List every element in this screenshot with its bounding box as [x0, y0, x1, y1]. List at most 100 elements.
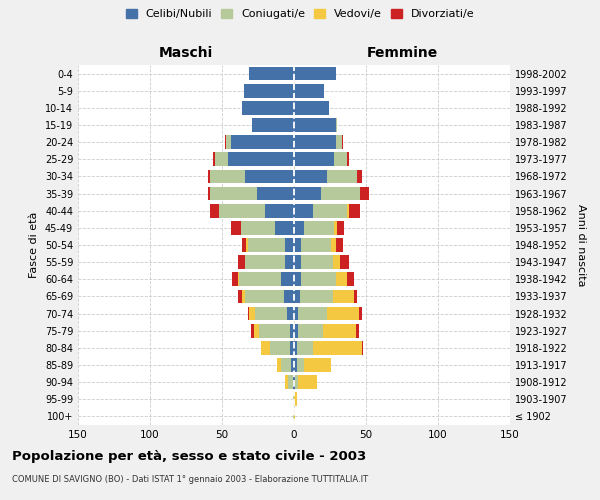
Bar: [322, 186, 360, 200]
Bar: [336, 272, 347, 286]
Bar: [333, 256, 340, 269]
Y-axis label: Fasce di età: Fasce di età: [29, 212, 39, 278]
Bar: [294, 376, 295, 389]
Bar: [294, 238, 301, 252]
Bar: [356, 324, 359, 338]
Text: COMUNE DI SAVIGNO (BO) - Dati ISTAT 1° gennaio 2003 - Elaborazione TUTTITALIA.IT: COMUNE DI SAVIGNO (BO) - Dati ISTAT 1° g…: [12, 475, 368, 484]
Bar: [248, 306, 250, 320]
Bar: [208, 186, 211, 200]
Bar: [248, 238, 286, 252]
Bar: [232, 272, 238, 286]
Bar: [323, 324, 356, 338]
Bar: [294, 204, 313, 218]
Bar: [336, 118, 337, 132]
Bar: [297, 341, 313, 354]
Bar: [347, 272, 355, 286]
Bar: [298, 324, 323, 338]
Bar: [242, 290, 245, 304]
Bar: [291, 358, 294, 372]
Bar: [294, 152, 334, 166]
Bar: [301, 238, 331, 252]
Bar: [286, 238, 294, 252]
Bar: [294, 410, 295, 424]
Bar: [286, 256, 294, 269]
Bar: [358, 170, 362, 183]
Bar: [294, 324, 298, 338]
Bar: [265, 204, 294, 218]
Bar: [281, 272, 294, 286]
Bar: [208, 170, 211, 183]
Bar: [252, 118, 294, 132]
Bar: [327, 170, 358, 183]
Bar: [257, 186, 294, 200]
Bar: [294, 272, 301, 286]
Bar: [360, 186, 369, 200]
Bar: [294, 186, 322, 200]
Bar: [261, 341, 269, 354]
Bar: [239, 272, 281, 286]
Bar: [294, 170, 327, 183]
Bar: [238, 272, 239, 286]
Bar: [294, 118, 336, 132]
Bar: [349, 204, 360, 218]
Bar: [288, 376, 293, 389]
Bar: [336, 136, 341, 149]
Bar: [230, 221, 241, 234]
Bar: [211, 186, 257, 200]
Bar: [255, 306, 287, 320]
Bar: [313, 341, 362, 354]
Bar: [251, 324, 254, 338]
Bar: [355, 290, 358, 304]
Bar: [297, 358, 304, 372]
Bar: [211, 204, 219, 218]
Bar: [304, 358, 331, 372]
Bar: [250, 66, 294, 80]
Bar: [294, 392, 297, 406]
Bar: [281, 358, 291, 372]
Bar: [337, 221, 344, 234]
Bar: [226, 136, 230, 149]
Bar: [300, 290, 333, 304]
Bar: [293, 392, 294, 406]
Bar: [290, 324, 294, 338]
Bar: [238, 290, 242, 304]
Bar: [334, 152, 347, 166]
Bar: [293, 410, 294, 424]
Bar: [294, 66, 336, 80]
Bar: [294, 306, 298, 320]
Bar: [294, 221, 304, 234]
Bar: [340, 256, 349, 269]
Bar: [301, 272, 336, 286]
Bar: [294, 136, 336, 149]
Legend: Celibi/Nubili, Coniugati/e, Vedovi/e, Divorziati/e: Celibi/Nubili, Coniugati/e, Vedovi/e, Di…: [122, 6, 478, 22]
Bar: [347, 204, 349, 218]
Bar: [284, 290, 294, 304]
Bar: [294, 290, 300, 304]
Bar: [313, 204, 347, 218]
Bar: [277, 358, 281, 372]
Bar: [241, 221, 275, 234]
Bar: [359, 306, 362, 320]
Bar: [301, 256, 333, 269]
Bar: [247, 238, 248, 252]
Text: Popolazione per età, sesso e stato civile - 2003: Popolazione per età, sesso e stato civil…: [12, 450, 366, 463]
Bar: [294, 341, 297, 354]
Bar: [245, 256, 286, 269]
Bar: [336, 238, 343, 252]
Bar: [362, 341, 363, 354]
Bar: [225, 136, 226, 149]
Bar: [219, 204, 265, 218]
Bar: [347, 152, 349, 166]
Text: Maschi: Maschi: [159, 46, 213, 60]
Bar: [269, 341, 290, 354]
Bar: [214, 152, 215, 166]
Bar: [245, 170, 294, 183]
Bar: [294, 358, 297, 372]
Text: Femmine: Femmine: [367, 46, 437, 60]
Bar: [275, 221, 294, 234]
Bar: [294, 256, 301, 269]
Bar: [211, 170, 245, 183]
Bar: [298, 376, 317, 389]
Bar: [341, 136, 343, 149]
Bar: [250, 306, 255, 320]
